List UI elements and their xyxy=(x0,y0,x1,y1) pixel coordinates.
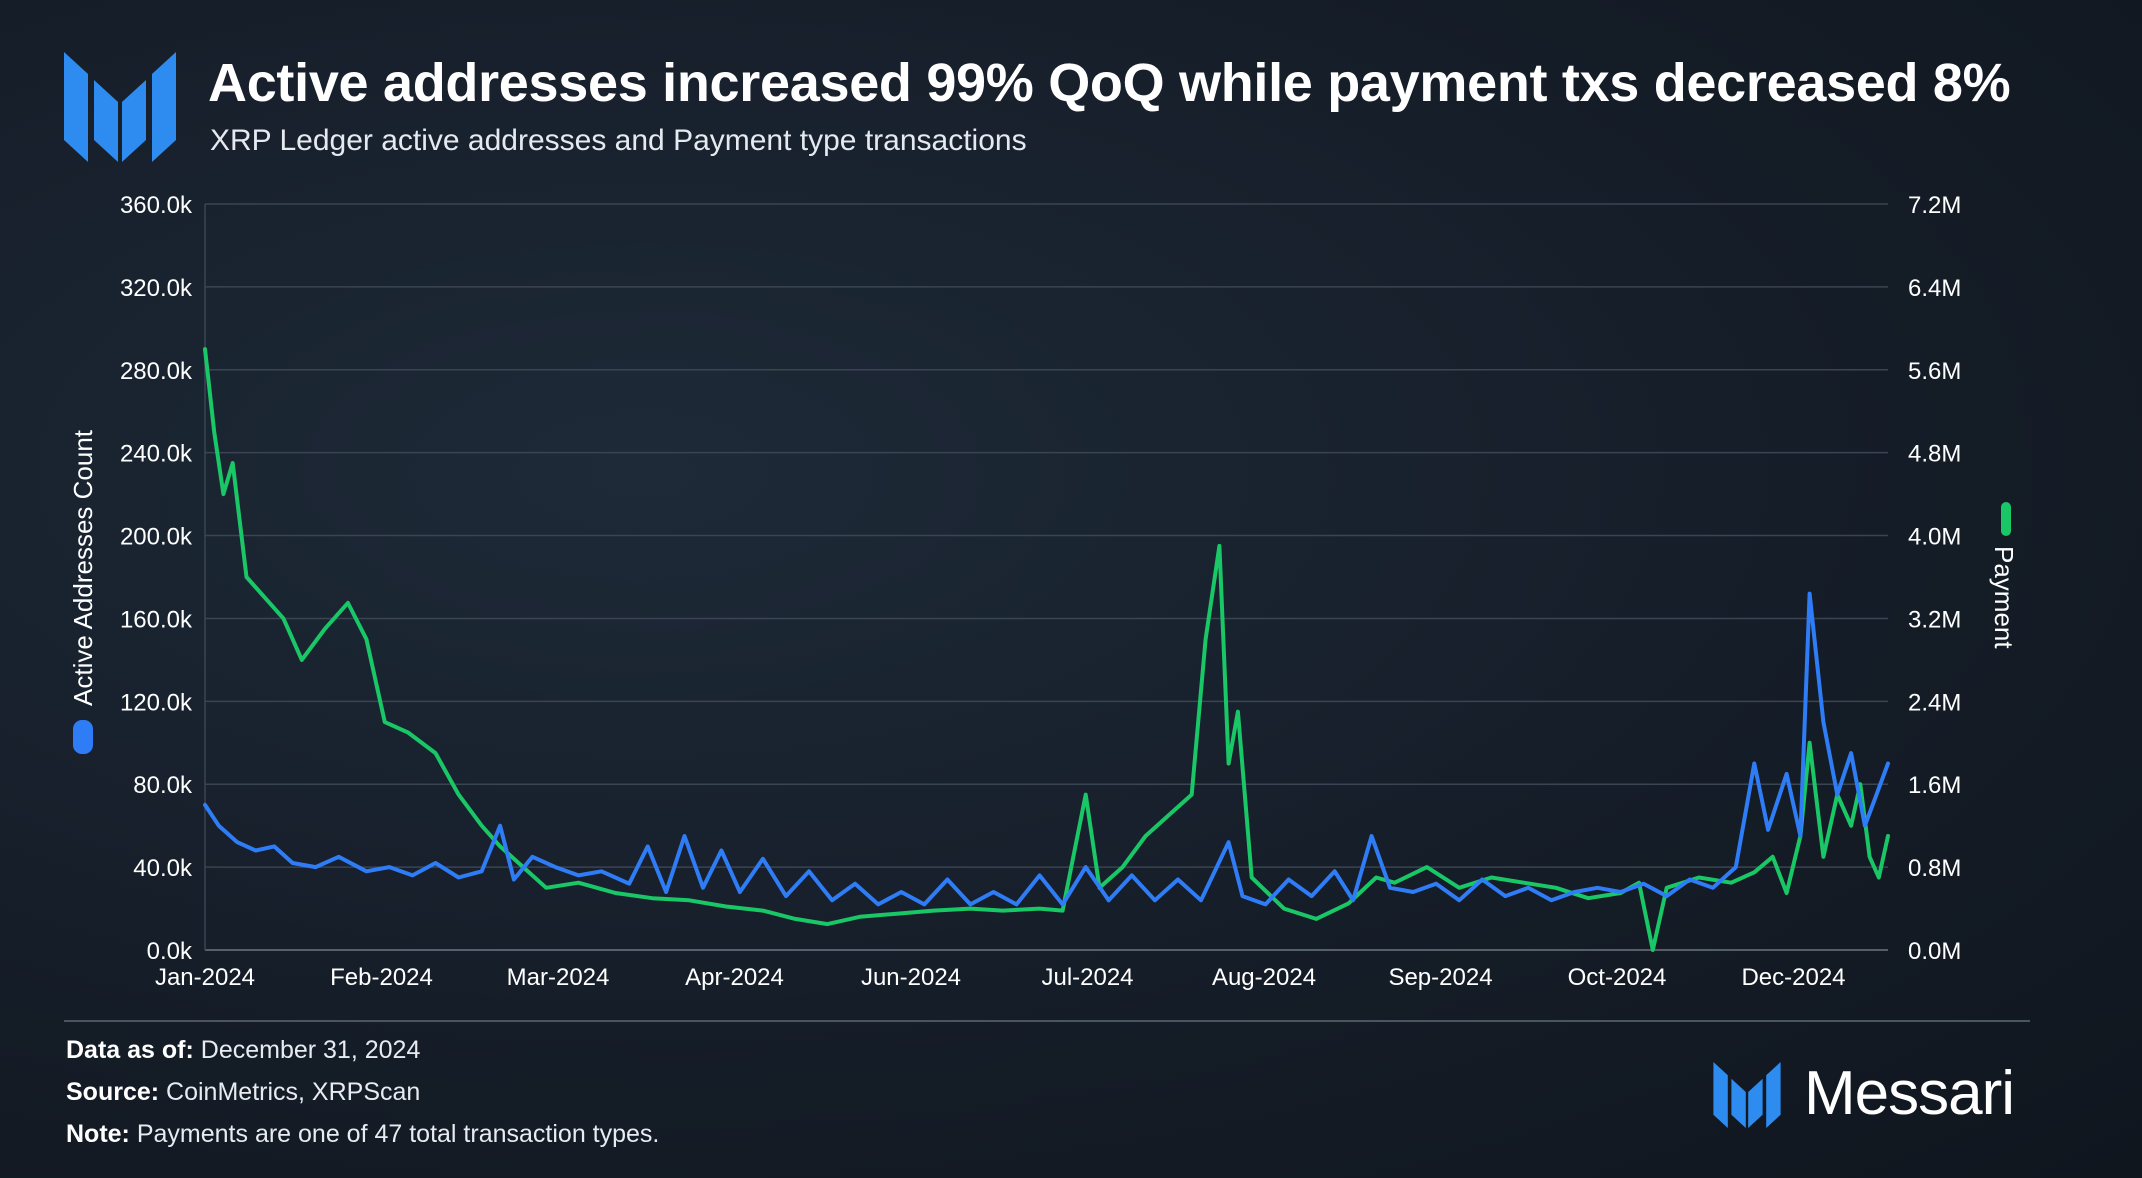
y-left-legend: Active Addresses Count xyxy=(68,429,98,754)
data-as-of-label: Data as of: xyxy=(66,1036,194,1064)
source-value: CoinMetrics, XRPScan xyxy=(166,1078,421,1106)
brand-lockup: Messari xyxy=(1712,1058,2032,1134)
chart-title: Active addresses increased 99% QoQ while… xyxy=(208,53,2011,113)
x-tick-label: Mar-2024 xyxy=(507,964,610,991)
y-right-tick-label: 2.4M xyxy=(1908,689,1961,716)
note-value: Payments are one of 47 total transaction… xyxy=(136,1120,660,1148)
y-right-tick-label: 0.8M xyxy=(1908,855,1961,882)
brand-name: Messari xyxy=(1804,1059,2015,1128)
x-tick-label: Jan-2024 xyxy=(155,964,255,991)
payment-legend-swatch xyxy=(2001,502,2011,536)
y-left-tick-label: 200.0k xyxy=(120,524,193,551)
x-axis: Jan-2024 Feb-2024 Mar-2024 Apr-2024 Jun-2024… xyxy=(155,964,1846,991)
x-tick-label: Apr-2024 xyxy=(685,964,784,991)
footer-divider xyxy=(64,1020,2030,1022)
active-addresses-series-line xyxy=(203,591,1890,907)
chart-subtitle: XRP Ledger active addresses and Payment … xyxy=(210,124,1027,157)
y-left-axis: 0.0k 40.0k 80.0k 120.0k 160.0k 200.0k 240.0k 28… xyxy=(120,192,193,965)
y-right-tick-label: 4.8M xyxy=(1908,441,1961,468)
y-right-tick-label: 7.2M xyxy=(1908,192,1961,219)
source-label: Source: xyxy=(66,1078,160,1106)
active-addresses-legend-swatch xyxy=(73,720,93,754)
x-tick-label: Feb-2024 xyxy=(330,964,433,991)
y-right-tick-label: 6.4M xyxy=(1908,275,1961,302)
messari-logo-icon xyxy=(64,52,176,162)
note-label: Note: xyxy=(66,1120,130,1148)
y-right-tick-label: 1.6M xyxy=(1908,772,1961,799)
y-right-legend: Payment xyxy=(1989,502,2019,649)
messari-brand-icon xyxy=(1713,1062,1781,1128)
y-left-tick-label: 240.0k xyxy=(120,441,193,468)
y-left-tick-label: 120.0k xyxy=(120,689,193,716)
footer-data-as-of: Data as of: December 31, 2024 xyxy=(66,1036,420,1065)
y-right-axis-label: Payment xyxy=(1989,546,2019,649)
series-layer xyxy=(203,347,1890,952)
footer-note: Note: Payments are one of 47 total trans… xyxy=(66,1120,659,1149)
y-left-tick-label: 160.0k xyxy=(120,606,193,633)
payment-series-line xyxy=(203,347,1890,952)
y-left-tick-label: 360.0k xyxy=(120,192,193,219)
x-tick-label: Dec-2024 xyxy=(1741,964,1845,991)
x-tick-label: Jul-2024 xyxy=(1041,964,1133,991)
y-left-axis-label: Active Addresses Count xyxy=(68,429,98,706)
x-tick-label: Oct-2024 xyxy=(1568,964,1667,991)
x-tick-label: Sep-2024 xyxy=(1388,964,1492,991)
y-left-tick-label: 80.0k xyxy=(133,772,193,799)
y-right-tick-label: 3.2M xyxy=(1908,606,1961,633)
x-tick-label: Aug-2024 xyxy=(1212,964,1316,991)
y-left-tick-label: 0.0k xyxy=(147,938,193,965)
y-left-tick-label: 280.0k xyxy=(120,358,193,385)
footer-source: Source: CoinMetrics, XRPScan xyxy=(66,1078,420,1107)
x-tick-label: Jun-2024 xyxy=(861,964,961,991)
data-as-of-value: December 31, 2024 xyxy=(200,1036,421,1064)
y-right-axis: 0.0M 0.8M 1.6M 2.4M 3.2M 4.0M 4.8M 5.6M 6.4M 7.2M xyxy=(1908,192,1961,965)
y-right-tick-label: 5.6M xyxy=(1908,358,1961,385)
y-left-tick-label: 40.0k xyxy=(133,855,193,882)
y-left-tick-label: 320.0k xyxy=(120,275,193,302)
y-right-tick-label: 4.0M xyxy=(1908,524,1961,551)
y-right-tick-label: 0.0M xyxy=(1908,938,1961,965)
grid-lines xyxy=(204,203,1888,951)
